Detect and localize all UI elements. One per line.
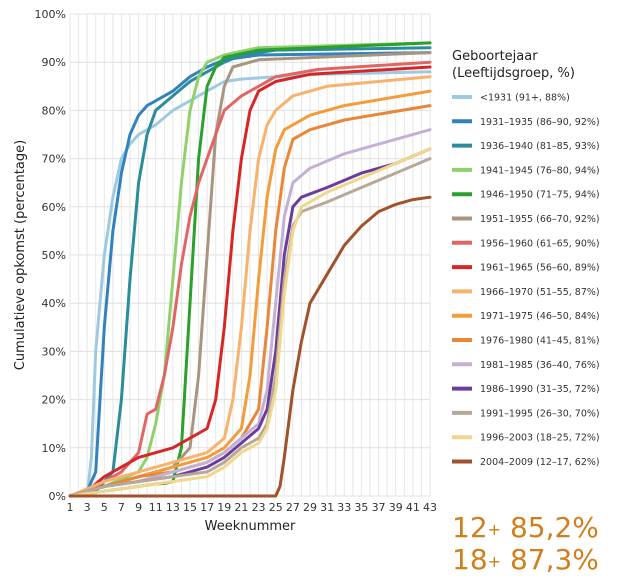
x-tick-label: 5: [101, 501, 108, 514]
x-tick-label: 35: [354, 501, 368, 514]
legend-label: 1936–1940 (81–85, 93%): [480, 141, 600, 152]
series-line: [68, 89, 432, 498]
series-lines: [68, 41, 432, 498]
rate-18plus-age: 18: [452, 543, 488, 576]
legend: <1931 (91+, 88%) 1931–1935 (86–90, 92%) 19…: [452, 93, 600, 468]
legend-label: 1991–1995 (26–30, 70%): [480, 408, 600, 419]
x-tick-label: 19: [217, 501, 231, 514]
y-tick-label: 80%: [42, 104, 66, 117]
x-tick-label: 37: [372, 501, 386, 514]
y-axis-ticks: 0% 10% 20% 30% 40% 50% 60% 70% 80% 90% 100%: [35, 8, 66, 503]
series-line: [68, 128, 432, 498]
x-tick-label: 23: [252, 501, 266, 514]
series-line: [68, 75, 432, 498]
legend-label: 1946–1950 (71–75, 94%): [480, 190, 600, 201]
y-tick-label: 10%: [42, 442, 66, 455]
legend-label: 1976–1980 (41–45, 81%): [480, 336, 600, 347]
x-tick-label: 7: [118, 501, 125, 514]
y-tick-label: 20%: [42, 394, 66, 407]
x-tick-label: 13: [166, 501, 180, 514]
x-axis-ticks: 1 3 5 7 9 11 13 15 17 19 21 23 25 27 29 31 33 35 37 39 41 43: [67, 501, 438, 514]
rate-18plus: 18+ 87,3%: [452, 544, 599, 576]
y-axis-title: Cumulatieve opkomst (percentage): [13, 140, 28, 370]
x-tick-label: 11: [149, 501, 163, 514]
x-tick-label: 1: [67, 501, 74, 514]
legend-label: 2004–2009 (12–17, 62%): [480, 457, 600, 468]
legend-title-line-1: Geboortejaar: [452, 49, 538, 64]
x-tick-label: 39: [389, 501, 403, 514]
y-tick-label: 50%: [42, 249, 66, 262]
series-line: [68, 147, 432, 498]
series-line: [68, 195, 432, 498]
x-tick-label: 41: [406, 501, 420, 514]
series-line: [68, 65, 432, 498]
x-tick-label: 43: [423, 501, 437, 514]
series-line: [68, 70, 432, 498]
series-line: [68, 51, 432, 498]
series-line: [68, 41, 432, 498]
legend-label: 1961–1965 (56–60, 89%): [480, 263, 600, 274]
rate-12plus-age: 12: [452, 511, 488, 544]
legend-label: 1956–1960 (61–65, 90%): [480, 238, 600, 249]
legend-label: 1986–1990 (31–35, 72%): [480, 384, 600, 395]
legend-label: 1971–1975 (46–50, 84%): [480, 311, 600, 322]
x-tick-label: 27: [286, 501, 300, 514]
y-tick-label: 90%: [42, 56, 66, 69]
legend-label: 1996–2003 (18–25, 72%): [480, 433, 600, 444]
series-line: [68, 60, 432, 498]
x-tick-label: 29: [303, 501, 317, 514]
legend-label: 1941–1945 (76–80, 94%): [480, 165, 600, 176]
legend-label: 1931–1935 (86–90, 92%): [480, 117, 600, 128]
rate-18plus-value: 87,3%: [509, 543, 599, 576]
rate-12plus: 12+ 85,2%: [452, 512, 599, 544]
x-tick-label: 33: [337, 501, 351, 514]
y-tick-label: 70%: [42, 153, 66, 166]
x-tick-label: 9: [135, 501, 142, 514]
x-tick-label: 15: [183, 501, 197, 514]
legend-label: 1951–1955 (66–70, 92%): [480, 214, 600, 225]
y-tick-label: 0%: [49, 490, 66, 503]
x-axis-title: Weeknummer: [205, 519, 296, 534]
y-tick-label: 60%: [42, 201, 66, 214]
x-tick-label: 21: [234, 501, 248, 514]
rate-18plus-sup: +: [487, 552, 502, 571]
legend-label: <1931 (91+, 88%): [480, 93, 570, 104]
legend-title-line-2: (Leeftijdsgroep, %): [452, 66, 575, 81]
legend-label: 1981–1985 (36–40, 76%): [480, 360, 600, 371]
x-tick-label: 3: [84, 501, 91, 514]
legend-label: 1966–1970 (51–55, 87%): [480, 287, 600, 298]
series-line: [68, 46, 432, 498]
x-tick-label: 25: [269, 501, 283, 514]
x-tick-label: 17: [200, 501, 214, 514]
y-tick-label: 40%: [42, 297, 66, 310]
rate-12plus-sup: +: [487, 520, 502, 539]
x-tick-label: 31: [320, 501, 334, 514]
rate-12plus-value: 85,2%: [509, 511, 599, 544]
y-tick-label: 100%: [35, 8, 66, 21]
y-tick-label: 30%: [42, 345, 66, 358]
series-line: [68, 104, 432, 498]
